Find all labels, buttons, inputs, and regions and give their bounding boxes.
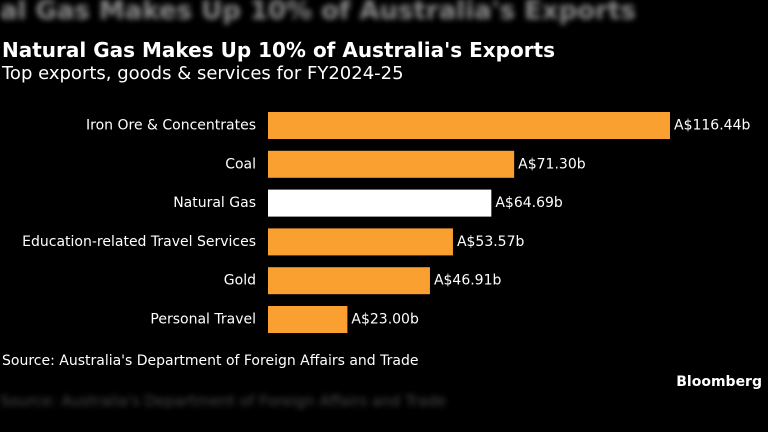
- chart-title: Natural Gas Makes Up 10% of Australia's …: [2, 38, 556, 62]
- bar-3: [268, 228, 453, 256]
- bar-1: [268, 150, 515, 178]
- value-label-2: A$64.69b: [495, 195, 563, 211]
- value-label-5: A$23.00b: [351, 312, 419, 328]
- value-label-4: A$46.91b: [434, 273, 502, 289]
- value-label-1: A$71.30b: [518, 156, 586, 172]
- category-label-1: Coal: [225, 156, 256, 172]
- category-label-5: Personal Travel: [150, 312, 256, 328]
- value-label-3: A$53.57b: [457, 234, 525, 250]
- bar-2: [268, 189, 492, 217]
- category-label-3: Education-related Travel Services: [22, 234, 256, 250]
- blurred-header-text: al Gas Makes Up 10% of Australia's Expor…: [0, 0, 636, 26]
- bloomberg-logo: Bloomberg: [676, 374, 762, 390]
- blurred-footer-text: Source: Australia's Department of Foreig…: [0, 392, 447, 410]
- bar-0: [268, 112, 670, 139]
- bar-5: [268, 306, 348, 333]
- value-label-0: A$116.44b: [674, 118, 750, 134]
- chart-subtitle: Top exports, goods & services for FY2024…: [2, 63, 404, 84]
- bar-4: [268, 267, 430, 295]
- category-label-2: Natural Gas: [173, 195, 256, 211]
- category-label-0: Iron Ore & Concentrates: [86, 118, 256, 134]
- source-note: Source: Australia's Department of Foreig…: [2, 353, 419, 369]
- category-label-4: Gold: [224, 273, 256, 289]
